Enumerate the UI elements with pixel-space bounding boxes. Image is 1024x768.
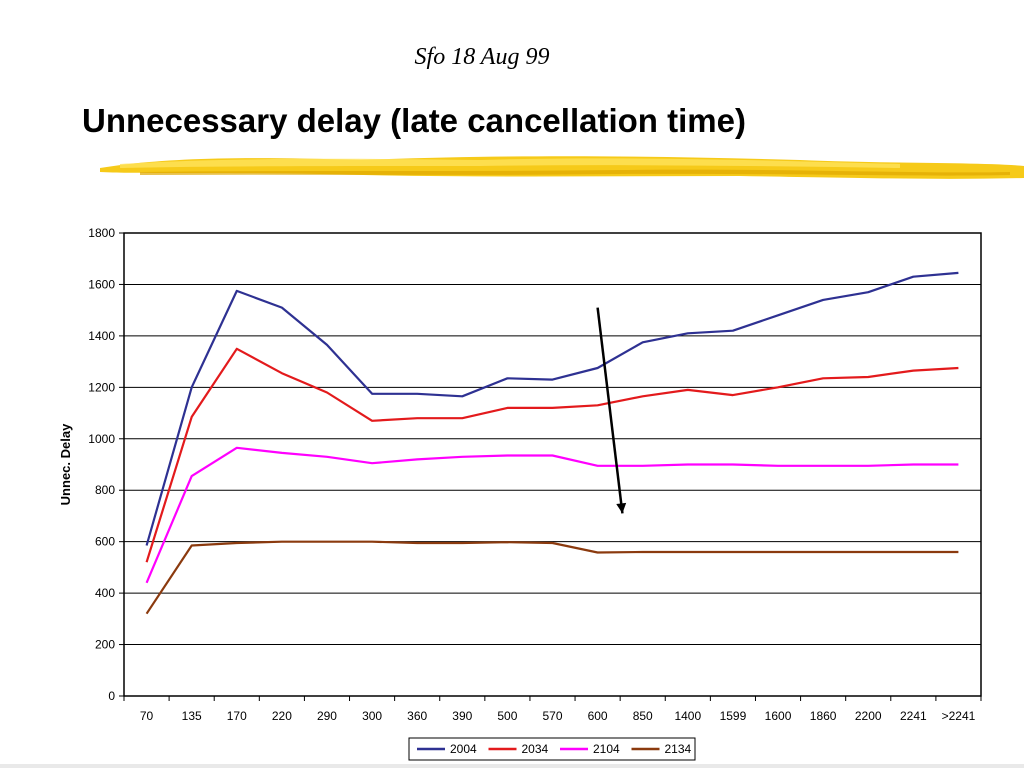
x-tick-label: 360: [407, 709, 427, 723]
x-tick-label: 600: [588, 709, 608, 723]
y-tick-label: 1200: [88, 380, 115, 394]
x-axis: 70 135 170 220 290 300 360 390 500 570 600 850 1400 1…: [123, 696, 982, 723]
x-tick-label: 1599: [720, 709, 747, 723]
y-tick-label: 200: [95, 638, 115, 652]
y-tick-label: 1400: [88, 329, 115, 343]
series-line-2004: [145, 271, 959, 546]
x-tick-label: 2241: [900, 709, 927, 723]
arrow-shaft: [596, 307, 624, 514]
y-tick-label: 1600: [88, 277, 115, 291]
legend-label-2034: 2034: [522, 742, 549, 756]
x-tick-label: 70: [140, 709, 154, 723]
y-axis-label: Unnec. Delay: [58, 423, 73, 505]
slide-subtitle: Sfo 18 Aug 99: [414, 44, 550, 70]
series-line-2134: [145, 540, 959, 615]
y-tick-label: 1000: [88, 432, 115, 446]
x-tick-label: 1600: [765, 709, 792, 723]
highlighter-stroke: [100, 156, 1024, 179]
x-tick-label: 1400: [674, 709, 701, 723]
x-tick-label: 850: [633, 709, 653, 723]
legend-label-2104: 2104: [593, 742, 620, 756]
footer-rule: [0, 764, 1024, 768]
y-tick-label: 400: [95, 586, 115, 600]
x-tick-label: 570: [542, 709, 562, 723]
x-tick-label: 500: [497, 709, 517, 723]
x-tick-label: 300: [362, 709, 382, 723]
y-tick-label: 1800: [88, 226, 115, 240]
y-tick-label: 800: [95, 483, 115, 497]
annotation-arrow: [596, 307, 627, 514]
x-tick-label: 290: [317, 709, 337, 723]
x-tick-label: >2241: [942, 709, 976, 723]
series-line-2034: [145, 347, 959, 563]
y-axis: 0 200 400 600 800 1000 1200 1400 1600 1800: [88, 226, 124, 703]
legend-label-2134: 2134: [665, 742, 692, 756]
legend: 2004 2034 2104 2134: [408, 737, 696, 761]
x-tick-label: 390: [452, 709, 472, 723]
series-lines: [145, 271, 959, 615]
x-tick-label: 1860: [810, 709, 837, 723]
legend-label-2004: 2004: [450, 742, 477, 756]
y-tick-label: 600: [95, 535, 115, 549]
arrow-head: [616, 502, 627, 514]
x-tick-label: 170: [227, 709, 247, 723]
x-tick-label: 2200: [855, 709, 882, 723]
x-tick-label: 220: [272, 709, 292, 723]
legend-box: [408, 737, 696, 761]
series-line-2104: [145, 446, 959, 584]
y-tick-label: 0: [108, 689, 115, 703]
slide-title: Unnecessary delay (late cancellation tim…: [82, 102, 746, 139]
plot-area: [123, 232, 982, 697]
x-tick-label: 135: [182, 709, 202, 723]
